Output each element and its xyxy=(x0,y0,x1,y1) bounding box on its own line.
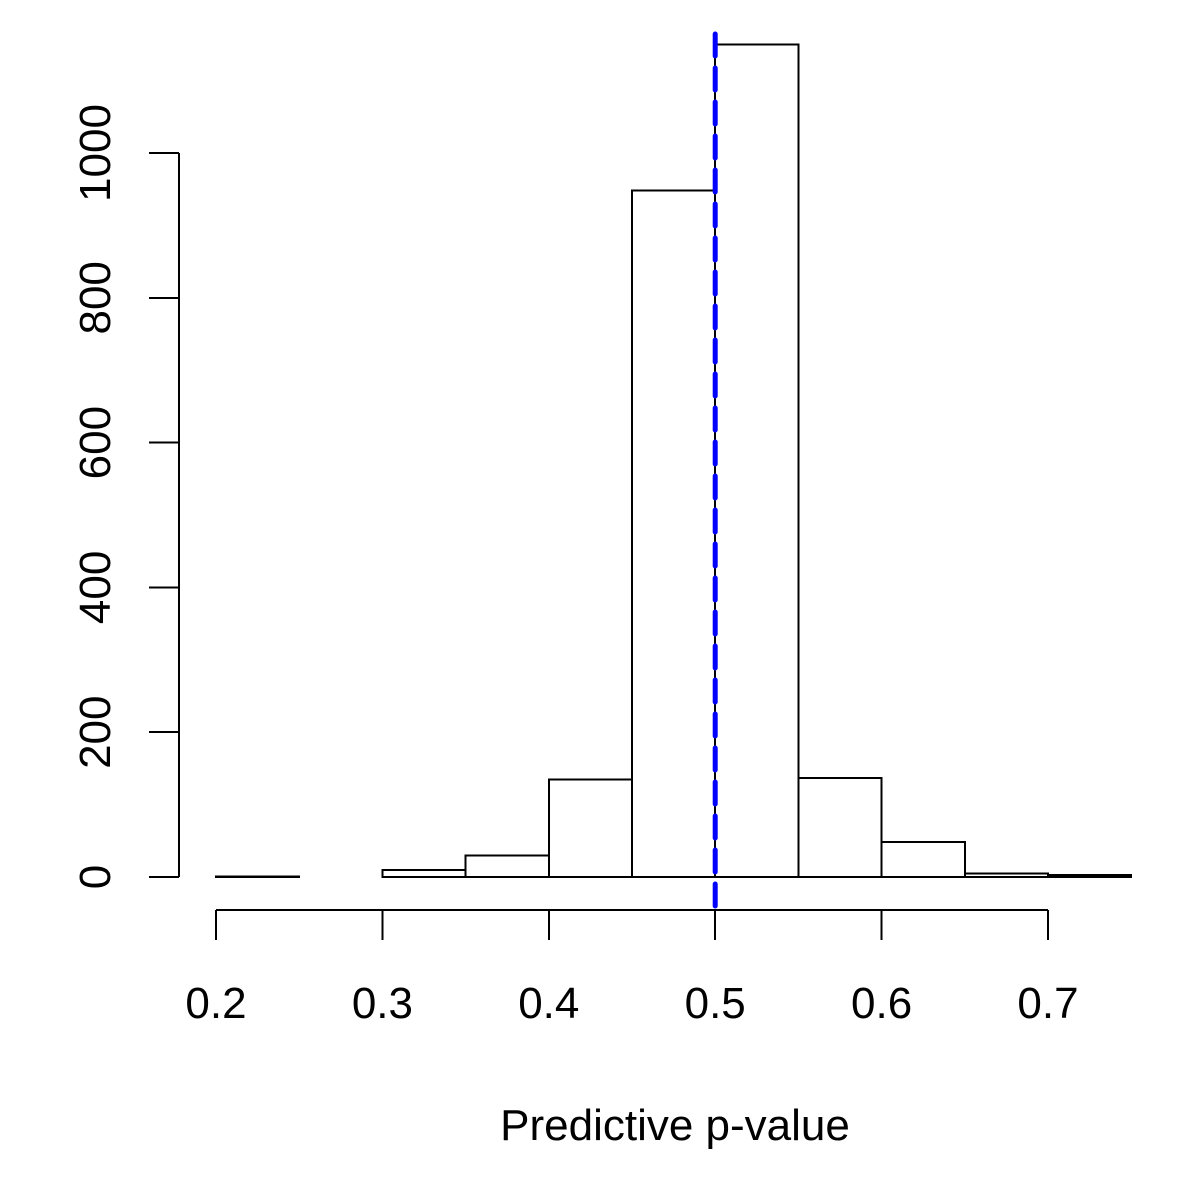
y-tick-label: 200 xyxy=(71,695,120,768)
histogram-bar xyxy=(631,189,717,879)
x-tick-label: 0.4 xyxy=(518,979,579,1028)
x-tick-label: 0.6 xyxy=(851,979,912,1028)
x-axis-title: Predictive p-value xyxy=(500,1101,850,1150)
histogram-bar xyxy=(464,854,550,878)
histogram-bar xyxy=(547,778,633,878)
y-tick-label: 400 xyxy=(71,551,120,624)
y-tick-label: 1000 xyxy=(71,104,120,202)
y-tick-label: 600 xyxy=(71,406,120,479)
y-tick-label: 800 xyxy=(71,261,120,334)
x-axis: 0.2 0.3 0.4 0.5 0.6 0.7 xyxy=(185,909,1079,1028)
bars-layer xyxy=(215,43,1133,879)
x-tick-label: 0.5 xyxy=(685,979,746,1028)
y-axis: 0 200 400 600 800 1000 xyxy=(71,104,180,889)
histogram-bar xyxy=(880,841,966,879)
histogram-bar xyxy=(1047,873,1133,878)
x-tick-label: 0.2 xyxy=(185,979,246,1028)
histogram-bar xyxy=(963,872,1049,879)
x-tick-label: 0.3 xyxy=(352,979,413,1028)
x-tick-label: 0.7 xyxy=(1017,979,1078,1028)
histogram-bar xyxy=(797,776,883,878)
histogram-bar xyxy=(714,43,800,878)
histogram-bar xyxy=(381,868,467,878)
histogram-bar xyxy=(215,875,301,878)
y-tick-label: 0 xyxy=(71,865,120,889)
